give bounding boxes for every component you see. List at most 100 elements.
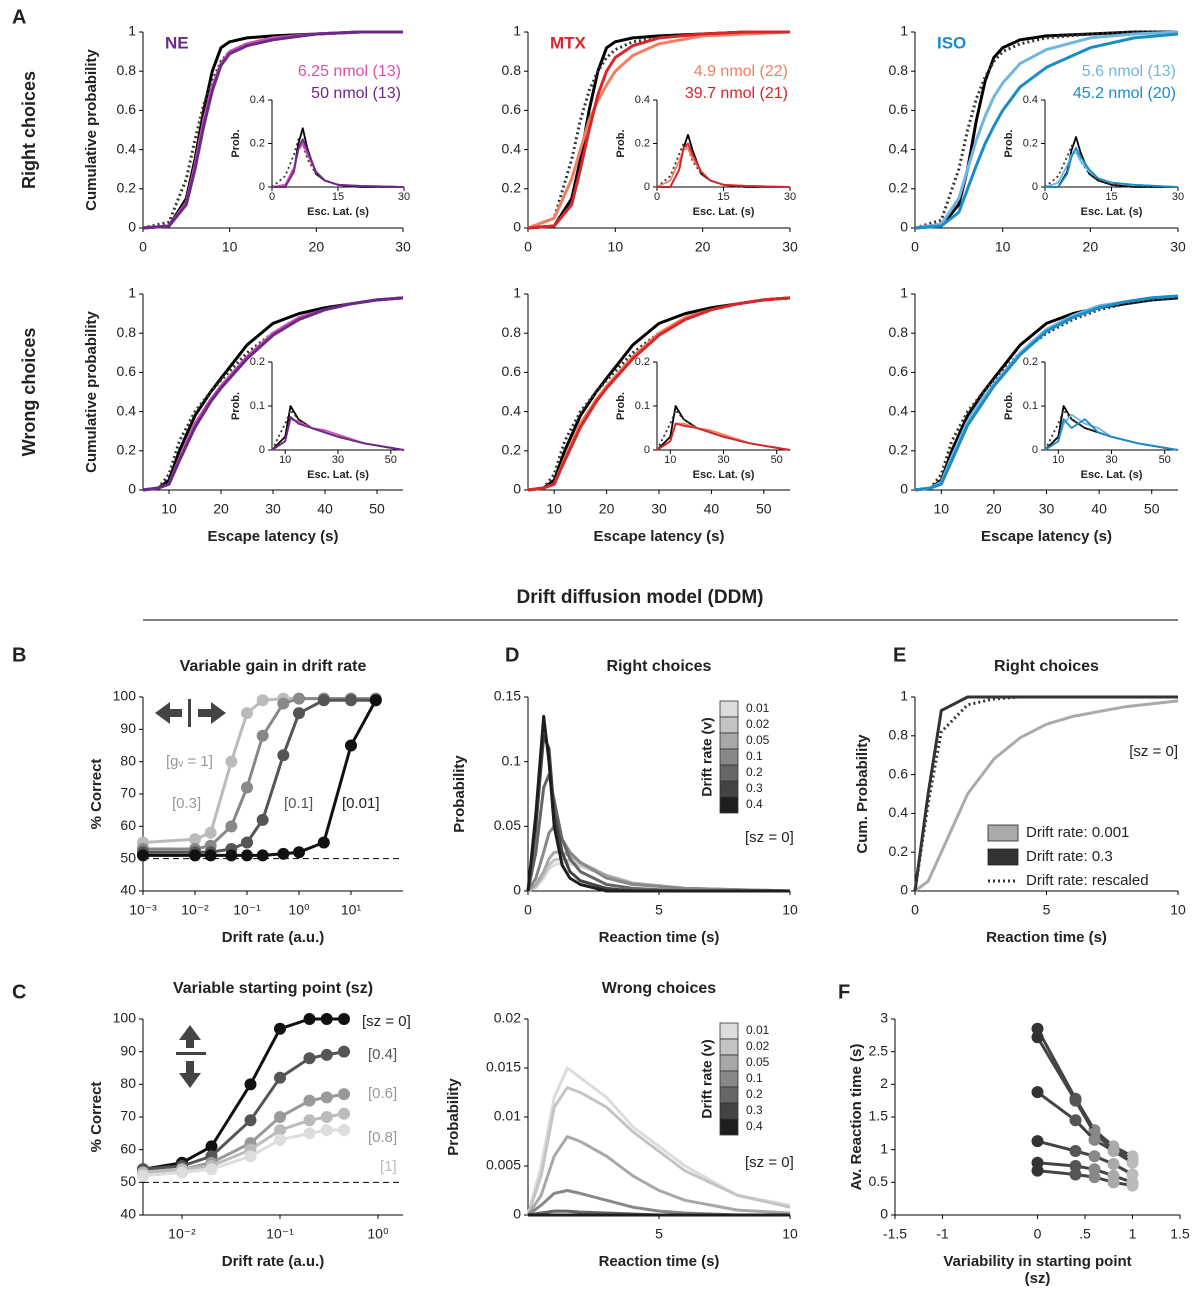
x-tick-label: -1	[936, 1226, 949, 1242]
y-axis-label: Prob.	[615, 392, 627, 420]
annotation: [0.8]	[368, 1129, 397, 1146]
data-point	[204, 826, 217, 839]
data-point	[205, 1140, 218, 1153]
series-line	[914, 32, 1179, 230]
y-tick-label: 1	[900, 688, 908, 704]
annotation: [gᵥ = 1]	[166, 753, 213, 770]
series-line	[527, 30, 790, 230]
y-axis-label: Probability	[451, 755, 468, 833]
arrows-c	[176, 1025, 206, 1088]
data-point	[241, 707, 253, 720]
legend-swatch	[719, 780, 739, 798]
y-tick-label: 0.2	[250, 356, 265, 368]
panel-label: D	[505, 644, 519, 666]
annotation: [0.1]	[284, 795, 313, 812]
y-tick-label: 0.2	[1023, 137, 1038, 149]
y-tick-label: 0.4	[635, 94, 650, 106]
series-line	[527, 296, 791, 492]
arrows-b	[155, 699, 226, 727]
y-tick-label: 0.2	[250, 137, 265, 149]
y-tick-label: 50	[120, 849, 136, 865]
data-point	[345, 694, 357, 707]
data-point	[1088, 1150, 1101, 1163]
data-point	[189, 833, 201, 846]
x-tick-label: 20	[1083, 239, 1099, 255]
x-tick-label: 40	[704, 501, 720, 517]
y-tick-label: 0	[1032, 181, 1038, 193]
data-point	[303, 1052, 316, 1065]
series-line	[657, 142, 791, 188]
annotation: [0.4]	[368, 1046, 397, 1063]
data-point	[204, 849, 217, 862]
series-line	[272, 138, 405, 188]
chart: 5 10 0 0.005 0.01 0.015 0.02 Wrong choices Proba…	[445, 980, 798, 1270]
y-tick-label: 0.8	[117, 324, 137, 340]
y-tick-label: 0.2	[1023, 356, 1038, 368]
y-tick-label: 0.015	[486, 1059, 521, 1075]
data-point	[225, 820, 238, 833]
data-point	[256, 813, 269, 826]
chart-tag: MTX	[550, 33, 587, 52]
y-tick-label: 80	[120, 752, 136, 768]
y-tick-label: 0.1	[250, 400, 265, 412]
y-axis-label: Probability	[445, 1078, 462, 1156]
data-point	[225, 755, 238, 768]
series-line	[913, 695, 1178, 892]
y-tick-label: 0.6	[889, 363, 909, 379]
data-point	[338, 1124, 351, 1137]
series-line	[527, 30, 791, 230]
y-tick-label: 0.1	[1023, 400, 1038, 412]
y-axis-label: Av. Reaction time (s)	[848, 1044, 865, 1191]
y-tick-label: 0	[128, 481, 136, 497]
legend-label: 0.02	[746, 717, 770, 731]
y-tick-label: 0	[900, 219, 908, 235]
annotation: [sz = 0]	[745, 829, 794, 846]
y-tick-label: 0.2	[889, 180, 909, 196]
x-tick-label: 10⁻¹	[266, 1226, 294, 1242]
x-axis-label: Esc. Lat. (s)	[307, 469, 369, 481]
y-tick-label: 0	[880, 1206, 888, 1222]
data-point	[1031, 1164, 1044, 1177]
y-tick-label: 2	[880, 1075, 888, 1091]
x-tick-label: 10	[279, 454, 291, 466]
data-point	[1031, 1135, 1044, 1148]
data-point	[1069, 1144, 1082, 1157]
row-label: Wrong choices	[19, 328, 39, 457]
data-point	[175, 1166, 188, 1179]
y-axis-label: Cumulative probability	[83, 311, 100, 473]
x-tick-label: 5	[655, 1226, 663, 1242]
y-tick-label: 60	[120, 817, 136, 833]
series-line	[656, 409, 791, 451]
legend-label: 50 nmol (13)	[311, 85, 401, 102]
annotation: [0.01]	[342, 795, 380, 812]
y-axis-label: Prob.	[1003, 129, 1015, 157]
y-tick-label: 90	[120, 720, 136, 736]
data-point	[137, 849, 149, 862]
x-tick-label: 20	[213, 501, 229, 517]
x-tick-label: 10	[995, 239, 1011, 255]
x-axis-label-box: Reaction time (s)	[986, 929, 1107, 946]
x-tick-label: 50	[1144, 501, 1160, 517]
series-line	[143, 699, 378, 857]
x-tick-label: 10⁰	[288, 902, 310, 918]
chart: 10⁻³ 10⁻² 10⁻¹ 10⁰ 10¹ 40 50 60 70 80 90 100 Variabl…	[88, 658, 403, 946]
y-axis-label: Cumulative probability	[83, 49, 100, 211]
legend-label: Drift rate: 0.001	[1026, 824, 1129, 841]
y-tick-label: 0.5	[869, 1173, 889, 1189]
data-point	[1107, 1176, 1120, 1189]
y-tick-label: 0	[513, 882, 521, 898]
data-point	[241, 781, 253, 794]
data-point	[277, 847, 290, 860]
data-point	[338, 1013, 351, 1025]
series-line	[142, 296, 404, 492]
y-tick-label: 0.4	[250, 94, 265, 106]
y-tick-label: 0.2	[889, 843, 909, 859]
x-tick-label: 50	[369, 501, 385, 517]
chart-title: Variable gain in drift rate	[180, 658, 367, 675]
x-tick-label: 10	[782, 1226, 798, 1242]
data-point	[320, 1048, 333, 1061]
x-axis-label-box: Variability in starting point (sz)	[943, 1253, 1131, 1287]
y-tick-label: 1	[128, 285, 136, 301]
x-axis-label: Esc. Lat. (s)	[307, 206, 369, 218]
